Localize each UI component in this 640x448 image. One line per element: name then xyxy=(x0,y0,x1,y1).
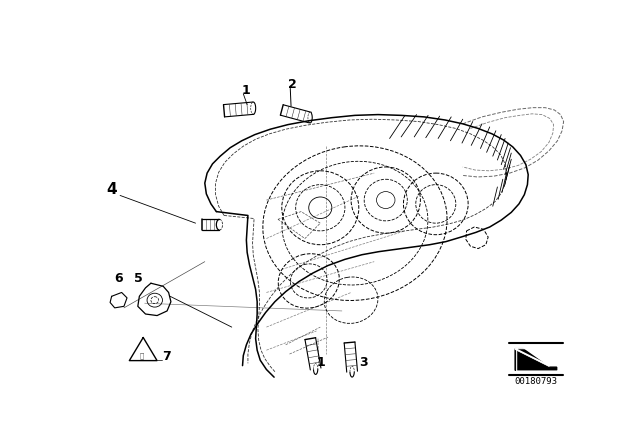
Text: 1: 1 xyxy=(316,356,325,369)
Text: 4: 4 xyxy=(106,182,117,197)
Text: 3: 3 xyxy=(359,356,367,369)
Text: 00180793: 00180793 xyxy=(515,376,557,386)
Text: 2: 2 xyxy=(288,78,297,91)
Text: ✋: ✋ xyxy=(140,352,144,359)
Text: 7: 7 xyxy=(163,350,172,363)
Text: 1: 1 xyxy=(242,84,250,97)
Polygon shape xyxy=(515,349,557,370)
Text: 5: 5 xyxy=(134,271,143,284)
Text: 6: 6 xyxy=(114,271,123,284)
